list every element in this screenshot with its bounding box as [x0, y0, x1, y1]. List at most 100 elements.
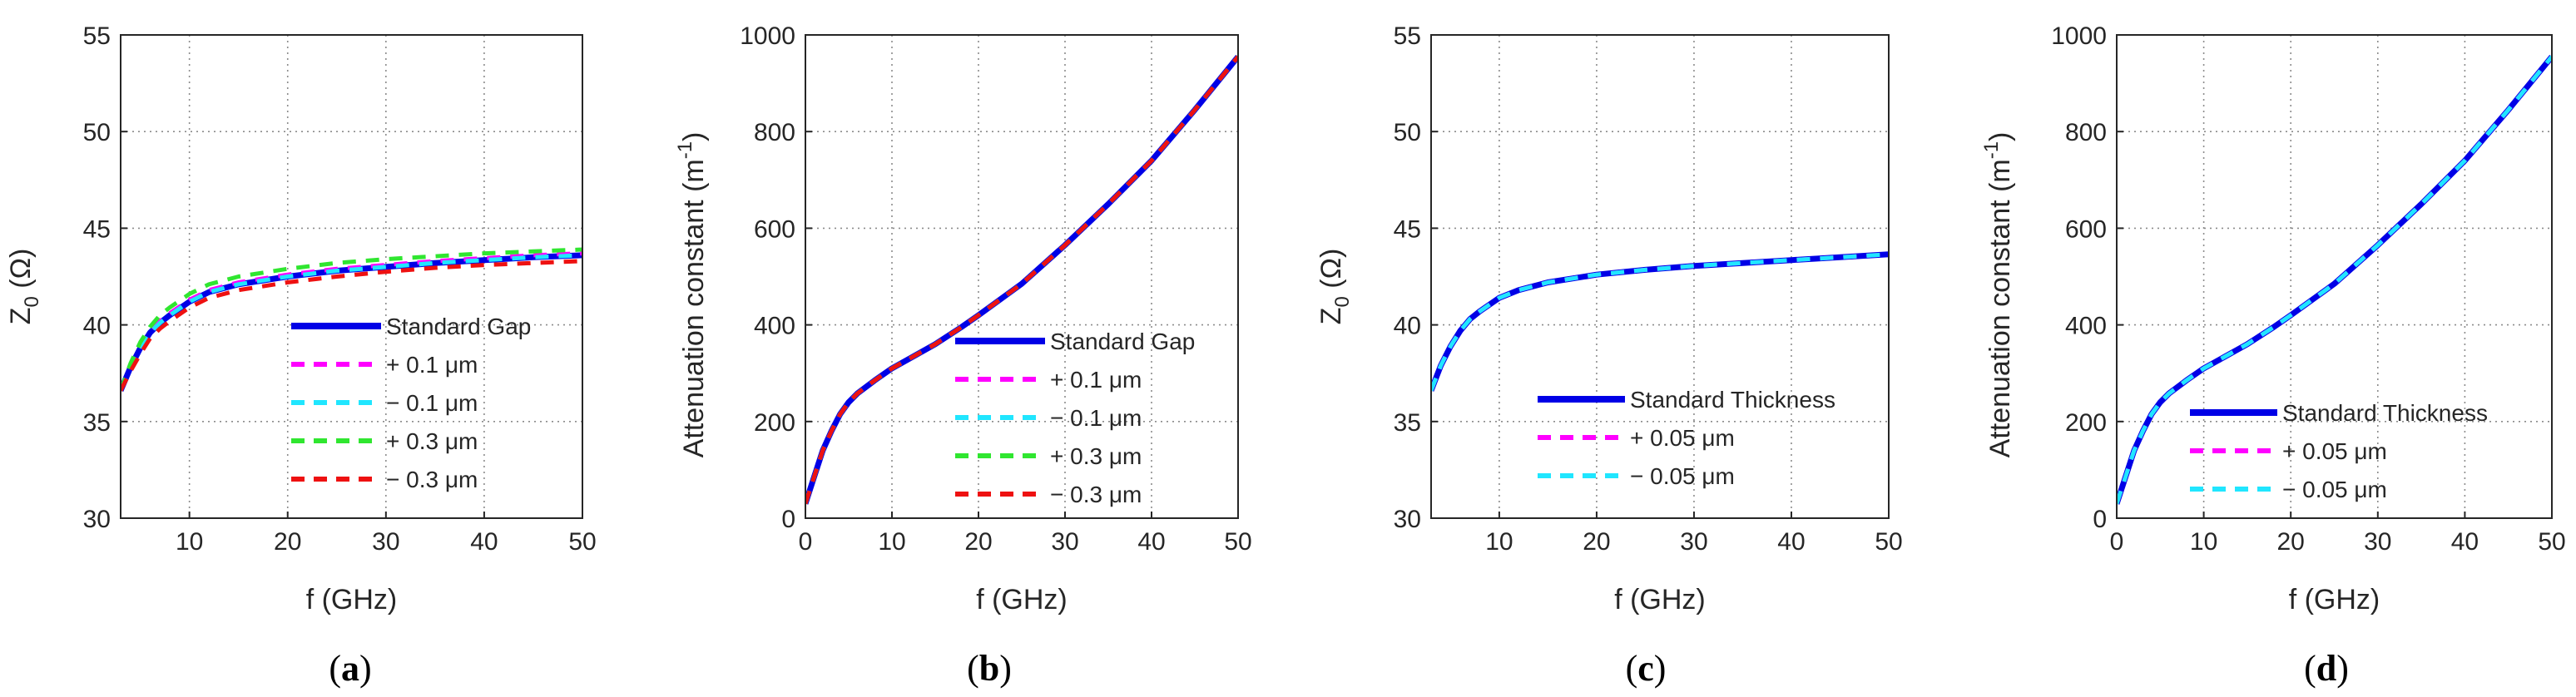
y-axis-label: Z0 (Ω)	[1315, 249, 1354, 325]
y-tick-label: 50	[83, 119, 111, 146]
y-tick-label: 1000	[740, 22, 795, 50]
y-tick-label: 200	[2065, 409, 2107, 437]
legend-label: + 0.05 μm	[1630, 425, 1735, 451]
series-line-3	[121, 247, 582, 392]
y-tick-label: 55	[1394, 22, 1421, 50]
x-tick-label: 20	[274, 528, 301, 556]
y-tick-label: 600	[754, 215, 795, 243]
axes-frame	[2116, 34, 2553, 519]
x-tick-label: 30	[1051, 528, 1078, 556]
legend: Standard Thickness + 0.05 μm − 0.05 μm	[2190, 400, 2488, 502]
legend: Standard Gap + 0.1 μm − 0.1 μm + 0.3 μm − 0.…	[291, 314, 531, 492]
y-tick-label: 45	[1394, 215, 1421, 243]
panel-label-b: (b)	[967, 648, 1012, 689]
x-axis-label: f (GHz)	[1614, 584, 1706, 615]
y-tick-label: 1000	[2051, 22, 2107, 50]
y-axis-label: Attenuation constant (m-1)	[1980, 132, 2016, 458]
chart-panel-a: 10 20 30 40 50 30 35 40 45 50 55 f (GHz) Z0 (Ω) Stand…	[5, 22, 597, 615]
panel-label-a: (a)	[329, 648, 371, 689]
y-tick-label: 50	[1394, 119, 1421, 146]
legend-label: − 0.05 μm	[2282, 477, 2387, 502]
x-tick-label: 50	[2538, 528, 2565, 556]
legend-label: + 0.05 μm	[2282, 438, 2387, 464]
axes-frame	[1430, 34, 1890, 519]
x-tick-label: 10	[2190, 528, 2217, 556]
y-tick-label: 55	[83, 22, 111, 50]
y-axis-label-main: Z	[5, 308, 37, 325]
legend-label: + 0.3 μm	[1050, 443, 1142, 469]
x-tick-label: 40	[1777, 528, 1805, 556]
y-axis-label-sup: -1	[674, 141, 696, 159]
y-axis-label-main: Attenuation constant (m	[1984, 159, 2016, 457]
y-axis-label-rest: (Ω)	[1315, 249, 1347, 297]
x-tick-label: 40	[2451, 528, 2479, 556]
x-tick-label: 20	[964, 528, 992, 556]
x-tick-label: 40	[1137, 528, 1165, 556]
y-tick-label: 0	[2093, 506, 2107, 533]
legend-label: Standard Thickness	[1630, 387, 1835, 413]
legend-label: Standard Thickness	[2282, 400, 2488, 426]
x-tick-label: 20	[2277, 528, 2305, 556]
series-line-2	[121, 253, 582, 392]
x-tick-label: 50	[1875, 528, 1902, 556]
y-tick-label: 45	[83, 215, 111, 243]
panel-label-c: (c)	[1626, 648, 1667, 689]
y-tick-label: 30	[83, 506, 111, 533]
y-tick-label: 800	[2065, 119, 2107, 146]
legend-label: − 0.1 μm	[386, 390, 478, 416]
y-axis-label: Attenuation constant (m-1)	[674, 132, 710, 458]
y-axis-label: Z0 (Ω)	[5, 249, 43, 325]
series-line-2	[2117, 55, 2552, 505]
panel-label-d: (d)	[2304, 648, 2349, 689]
x-tick-label: 30	[2364, 528, 2391, 556]
axes-frame	[805, 34, 1239, 519]
chart-panel-c: 10 20 30 40 50 30 35 40 45 50 55 f (GHz) Z0 (Ω) Stand…	[1315, 22, 1903, 615]
y-axis-label-main: Attenuation constant (m	[678, 159, 710, 457]
chart-panel-b: 0 10 20 30 40 50 0 200 400 600 800 1000 f (GHz) Atten…	[674, 22, 1252, 615]
y-tick-label: 40	[1394, 313, 1421, 340]
y-tick-label: 0	[781, 506, 795, 533]
y-axis-label-rest: )	[678, 132, 710, 141]
x-tick-label: 50	[568, 528, 596, 556]
x-tick-label: 30	[1680, 528, 1707, 556]
y-axis-label-rest: )	[1984, 132, 2016, 141]
x-axis-label: f (GHz)	[306, 584, 398, 615]
x-axis-label: f (GHz)	[2289, 584, 2380, 615]
x-tick-label: 0	[2110, 528, 2124, 556]
series-line-standard	[2117, 54, 2552, 505]
y-tick-label: 30	[1394, 506, 1421, 533]
legend-label: − 0.05 μm	[1630, 463, 1735, 489]
x-axis-label: f (GHz)	[976, 584, 1068, 615]
y-tick-label: 400	[754, 313, 795, 340]
x-tick-label: 40	[470, 528, 498, 556]
y-tick-label: 200	[754, 409, 795, 437]
axes-frame	[120, 34, 583, 519]
series-line-4	[805, 55, 1238, 505]
x-tick-label: 30	[372, 528, 399, 556]
legend-label: − 0.3 μm	[386, 467, 478, 492]
legend: Standard Thickness + 0.05 μm − 0.05 μm	[1538, 387, 1835, 489]
legend-label: − 0.1 μm	[1050, 405, 1142, 431]
legend-label: + 0.3 μm	[386, 428, 478, 454]
y-axis-label-sub: 0	[21, 296, 43, 307]
x-tick-label: 10	[176, 528, 203, 556]
legend-label: + 0.1 μm	[1050, 367, 1142, 393]
y-tick-label: 35	[1394, 409, 1421, 437]
series-line-4	[121, 259, 582, 392]
y-axis-label-main: Z	[1315, 308, 1347, 325]
legend-label: + 0.1 μm	[386, 352, 478, 378]
series-line-2	[1431, 252, 1889, 392]
y-tick-label: 800	[754, 119, 795, 146]
y-axis-label-sub: 0	[1331, 296, 1354, 307]
y-tick-label: 400	[2065, 313, 2107, 340]
legend-label: Standard Gap	[386, 314, 531, 339]
y-tick-label: 40	[83, 313, 111, 340]
legend-label: − 0.3 μm	[1050, 482, 1142, 507]
x-tick-label: 10	[878, 528, 905, 556]
x-tick-label: 50	[1224, 528, 1251, 556]
x-tick-label: 10	[1485, 528, 1513, 556]
legend: Standard Gap + 0.1 μm − 0.1 μm + 0.3 μm − 0.…	[955, 329, 1195, 507]
y-tick-label: 35	[83, 409, 111, 437]
y-axis-label-rest: (Ω)	[5, 249, 37, 297]
